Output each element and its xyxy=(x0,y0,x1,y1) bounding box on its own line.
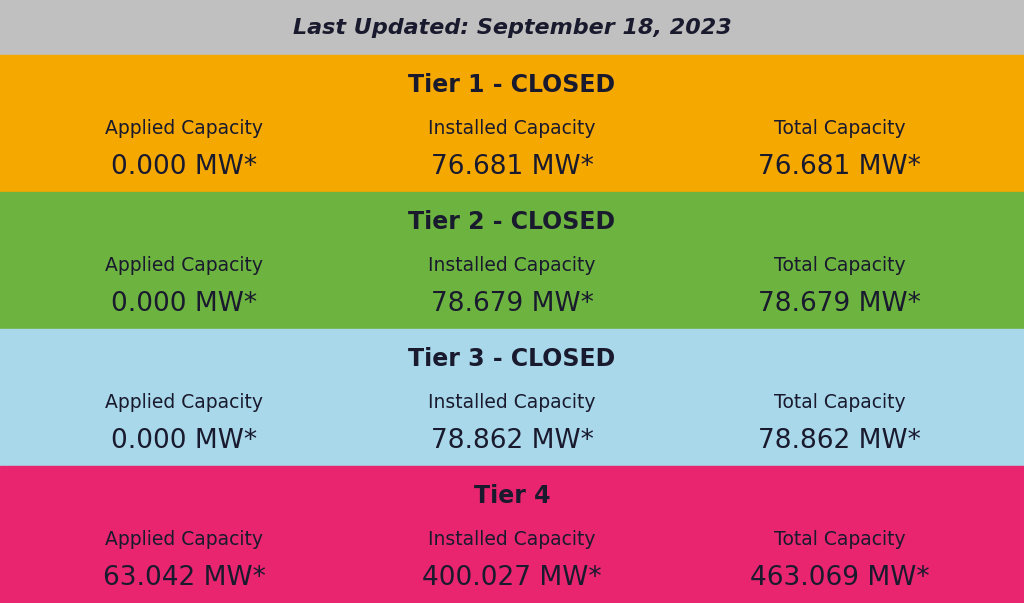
Bar xyxy=(0,192,1024,329)
Text: Tier 4: Tier 4 xyxy=(474,484,550,508)
Text: Installed Capacity: Installed Capacity xyxy=(428,256,596,276)
Text: 0.000 MW*: 0.000 MW* xyxy=(112,291,257,317)
Text: Tier 1 - CLOSED: Tier 1 - CLOSED xyxy=(409,73,615,97)
Text: Applied Capacity: Applied Capacity xyxy=(105,394,263,412)
Text: Total Capacity: Total Capacity xyxy=(774,394,905,412)
Text: Total Capacity: Total Capacity xyxy=(774,256,905,276)
Text: 76.681 MW*: 76.681 MW* xyxy=(430,154,594,180)
Text: 463.069 MW*: 463.069 MW* xyxy=(750,566,930,592)
Text: 0.000 MW*: 0.000 MW* xyxy=(112,154,257,180)
Text: Applied Capacity: Applied Capacity xyxy=(105,256,263,276)
Bar xyxy=(0,466,1024,603)
Text: 78.679 MW*: 78.679 MW* xyxy=(758,291,922,317)
Text: 78.862 MW*: 78.862 MW* xyxy=(758,428,922,454)
Text: Last Updated: September 18, 2023: Last Updated: September 18, 2023 xyxy=(293,17,731,37)
Text: 0.000 MW*: 0.000 MW* xyxy=(112,428,257,454)
Text: Total Capacity: Total Capacity xyxy=(774,119,905,139)
Text: 63.042 MW*: 63.042 MW* xyxy=(102,566,266,592)
Text: Tier 3 - CLOSED: Tier 3 - CLOSED xyxy=(409,347,615,371)
Bar xyxy=(0,329,1024,466)
Text: Installed Capacity: Installed Capacity xyxy=(428,119,596,139)
Text: 78.679 MW*: 78.679 MW* xyxy=(430,291,594,317)
Text: Total Capacity: Total Capacity xyxy=(774,531,905,549)
Text: Installed Capacity: Installed Capacity xyxy=(428,394,596,412)
Text: Applied Capacity: Applied Capacity xyxy=(105,531,263,549)
Text: 78.862 MW*: 78.862 MW* xyxy=(430,428,594,454)
Text: Installed Capacity: Installed Capacity xyxy=(428,531,596,549)
Text: 400.027 MW*: 400.027 MW* xyxy=(422,566,602,592)
Text: Tier 2 - CLOSED: Tier 2 - CLOSED xyxy=(409,210,615,234)
Bar xyxy=(0,0,1024,55)
Text: 76.681 MW*: 76.681 MW* xyxy=(758,154,922,180)
Text: Applied Capacity: Applied Capacity xyxy=(105,119,263,139)
Bar xyxy=(0,55,1024,192)
